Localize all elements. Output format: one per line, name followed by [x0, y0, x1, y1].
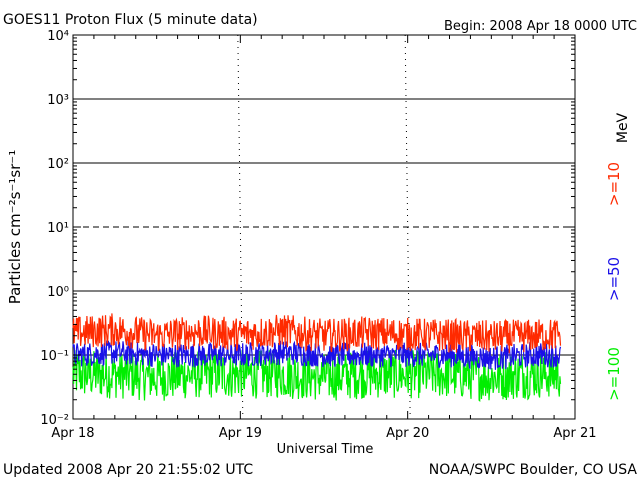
axis-ticks — [72, 34, 576, 420]
x-tick-label: Apr 19 — [219, 426, 262, 441]
x-tick-label: Apr 20 — [386, 426, 429, 441]
grid-lines — [73, 34, 575, 420]
day-boundary-gridline — [404, 34, 411, 420]
legend: >=10 >=50 >=100 — [605, 162, 623, 401]
day-boundary-gridline — [237, 34, 244, 420]
y-tick-label: 10³ — [47, 93, 69, 108]
credit-text: NOAA/SWPC Boulder, CO USA — [429, 462, 638, 478]
y-tick-labels: 10⁻² 10⁻¹ 10⁰ 10¹ 10² 10³ 10⁴ — [40, 29, 69, 428]
series-line-0 — [72, 313, 562, 354]
legend-label-0: >=10 — [605, 162, 623, 206]
legend-label-2: >=100 — [605, 347, 623, 401]
y-tick-label: 10⁻² — [40, 413, 69, 428]
legend-label-1: >=50 — [605, 257, 623, 301]
plot-area — [72, 34, 576, 420]
x-tick-label: Apr 21 — [553, 426, 596, 441]
y-tick-label: 10⁰ — [47, 285, 69, 300]
x-tick-labels: Apr 18 Apr 19 Apr 20 Apr 21 — [51, 426, 596, 441]
y-tick-label: 10² — [47, 157, 69, 172]
y-axis-label: Particles cm⁻²s⁻¹sr⁻¹ — [6, 150, 24, 304]
x-tick-label: Apr 18 — [51, 426, 94, 441]
legend-unit: MeV — [615, 112, 631, 143]
begin-time: Begin: 2008 Apr 18 0000 UTC — [444, 19, 637, 34]
chart-title: GOES11 Proton Flux (5 minute data) — [3, 12, 258, 28]
series-layer — [72, 313, 562, 402]
y-tick-label: 10¹ — [47, 221, 69, 236]
y-tick-label: 10⁻¹ — [40, 349, 69, 364]
series-line-1 — [72, 339, 562, 370]
y-tick-label: 10⁴ — [47, 29, 69, 44]
updated-time: Updated 2008 Apr 20 21:55:02 UTC — [3, 462, 253, 478]
x-axis-label: Universal Time — [277, 442, 374, 457]
